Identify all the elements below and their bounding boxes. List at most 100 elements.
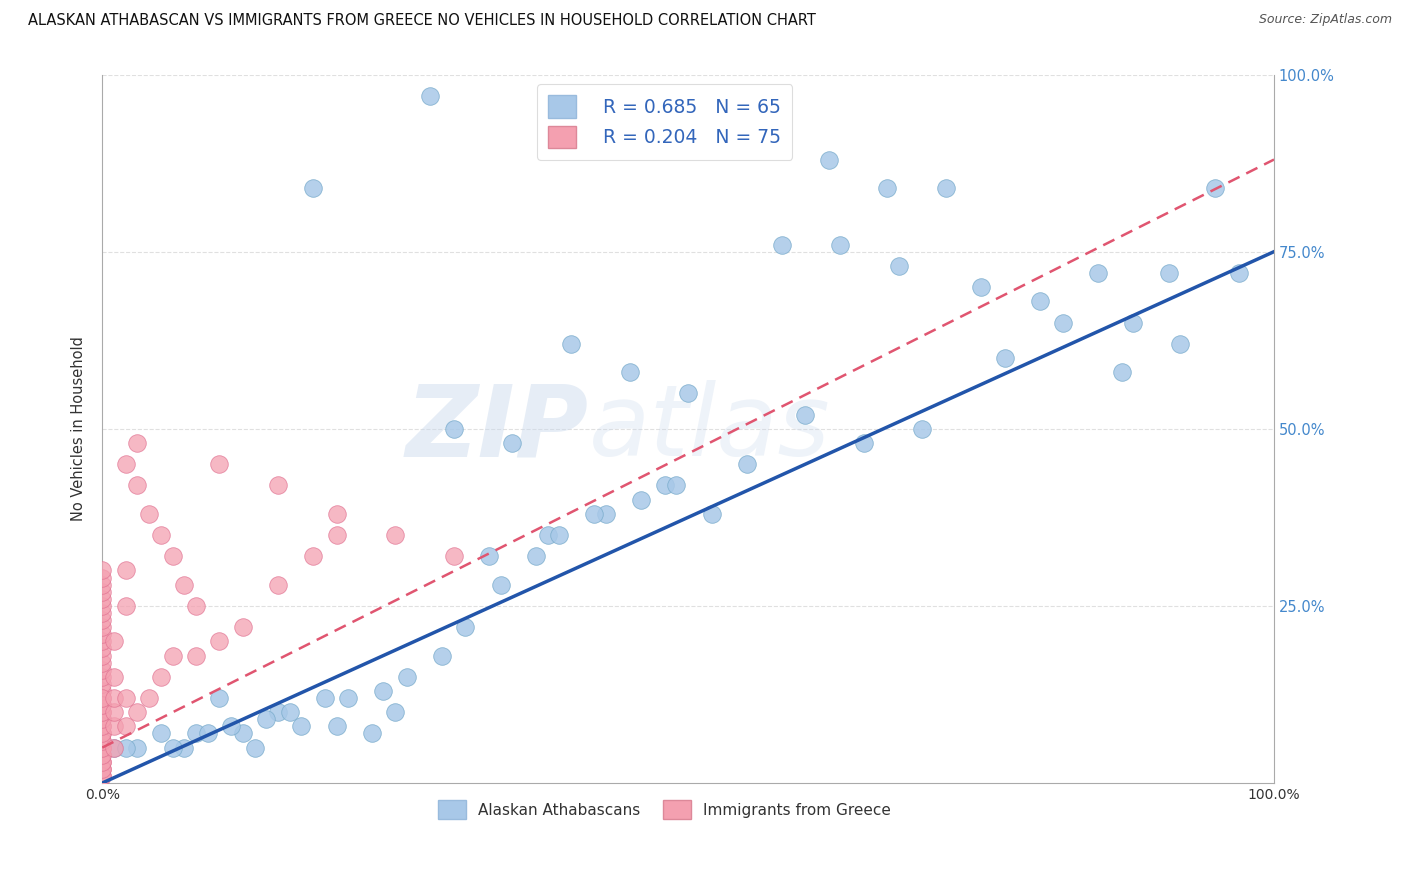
Point	[162, 549, 184, 564]
Point	[91, 634, 114, 648]
Point	[114, 599, 136, 613]
Point	[360, 726, 382, 740]
Point	[91, 663, 114, 677]
Point	[830, 237, 852, 252]
Point	[243, 740, 266, 755]
Point	[1122, 316, 1144, 330]
Point	[91, 755, 114, 769]
Point	[852, 436, 875, 450]
Point	[91, 613, 114, 627]
Point	[876, 181, 898, 195]
Point	[1111, 365, 1133, 379]
Point	[197, 726, 219, 740]
Point	[1028, 294, 1050, 309]
Point	[1227, 266, 1250, 280]
Point	[254, 712, 277, 726]
Point	[138, 691, 160, 706]
Point	[232, 726, 254, 740]
Point	[560, 336, 582, 351]
Point	[1168, 336, 1191, 351]
Point	[103, 705, 125, 719]
Point	[91, 726, 114, 740]
Point	[91, 733, 114, 747]
Point	[325, 507, 347, 521]
Point	[91, 698, 114, 712]
Point	[489, 577, 512, 591]
Point	[302, 181, 325, 195]
Point	[970, 280, 993, 294]
Point	[770, 237, 793, 252]
Point	[149, 528, 172, 542]
Point	[1204, 181, 1226, 195]
Point	[91, 591, 114, 606]
Point	[91, 712, 114, 726]
Point	[630, 492, 652, 507]
Point	[267, 478, 290, 492]
Point	[184, 648, 207, 663]
Point	[700, 507, 723, 521]
Legend: Alaskan Athabascans, Immigrants from Greece: Alaskan Athabascans, Immigrants from Gre…	[432, 794, 897, 825]
Point	[91, 648, 114, 663]
Point	[91, 755, 114, 769]
Point	[395, 670, 418, 684]
Point	[267, 577, 290, 591]
Point	[91, 684, 114, 698]
Point	[911, 422, 934, 436]
Point	[103, 634, 125, 648]
Point	[419, 88, 441, 103]
Point	[162, 648, 184, 663]
Point	[91, 705, 114, 719]
Point	[267, 705, 290, 719]
Point	[1157, 266, 1180, 280]
Point	[1052, 316, 1074, 330]
Point	[654, 478, 676, 492]
Point	[138, 507, 160, 521]
Point	[91, 691, 114, 706]
Point	[114, 457, 136, 471]
Point	[91, 705, 114, 719]
Point	[103, 670, 125, 684]
Point	[290, 719, 312, 733]
Point	[91, 698, 114, 712]
Point	[127, 436, 149, 450]
Point	[443, 549, 465, 564]
Point	[478, 549, 501, 564]
Point	[619, 365, 641, 379]
Point	[91, 599, 114, 613]
Point	[91, 747, 114, 762]
Point	[711, 88, 734, 103]
Point	[91, 712, 114, 726]
Point	[91, 570, 114, 584]
Point	[91, 641, 114, 656]
Point	[524, 549, 547, 564]
Text: ZIP: ZIP	[405, 380, 589, 477]
Point	[149, 670, 172, 684]
Point	[103, 740, 125, 755]
Text: Source: ZipAtlas.com: Source: ZipAtlas.com	[1258, 13, 1392, 27]
Point	[184, 599, 207, 613]
Point	[887, 259, 910, 273]
Point	[817, 153, 839, 167]
Point	[735, 457, 758, 471]
Point	[173, 577, 195, 591]
Point	[208, 457, 231, 471]
Point	[443, 422, 465, 436]
Point	[314, 691, 336, 706]
Point	[127, 705, 149, 719]
Point	[184, 726, 207, 740]
Point	[91, 747, 114, 762]
Point	[373, 684, 395, 698]
Point	[454, 620, 477, 634]
Point	[794, 408, 817, 422]
Point	[91, 606, 114, 620]
Text: atlas: atlas	[589, 380, 830, 477]
Point	[114, 740, 136, 755]
Point	[232, 620, 254, 634]
Point	[1087, 266, 1109, 280]
Point	[91, 769, 114, 783]
Point	[219, 719, 242, 733]
Point	[501, 436, 523, 450]
Point	[114, 691, 136, 706]
Point	[208, 634, 231, 648]
Point	[91, 740, 114, 755]
